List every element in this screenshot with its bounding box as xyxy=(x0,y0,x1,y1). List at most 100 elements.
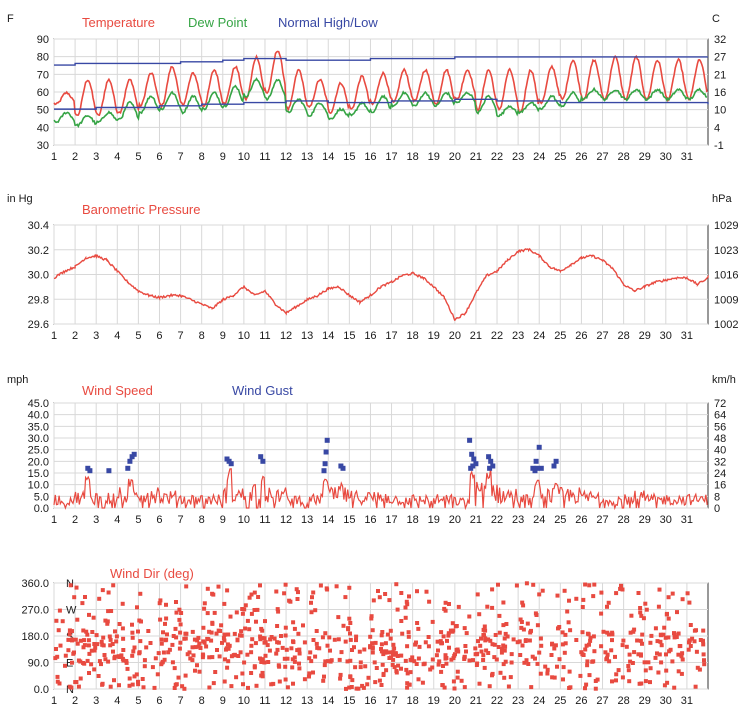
wind-direction-panel: Wind Dir (deg) 1 2 3 4 5 6 7 8 9 10 11 12 13 14 15 16 17… xyxy=(21,566,709,707)
wind-dir-point xyxy=(390,650,395,655)
wind-dir-point xyxy=(82,638,87,643)
wind-dir-point xyxy=(440,641,444,646)
wind-dir-point xyxy=(537,592,542,597)
wind-dir-point xyxy=(592,649,597,654)
wind-dir-point xyxy=(201,625,206,630)
wind-dir-point xyxy=(641,616,646,621)
wind-dir-point xyxy=(400,631,405,636)
wind-dir-point xyxy=(100,642,105,647)
wind-dir-point xyxy=(638,610,643,615)
plot-series xyxy=(53,581,707,691)
y-tick-label-right: 1023 xyxy=(714,245,738,257)
x-tick-label: 5 xyxy=(135,330,141,342)
wind-dir-point xyxy=(92,667,97,672)
wind-dir-point xyxy=(234,675,239,680)
wind-gust-point xyxy=(323,449,329,455)
wind-dir-point xyxy=(583,582,588,587)
x-tick-label: 15 xyxy=(343,514,355,526)
wind-dir-point xyxy=(170,660,175,665)
wind-dir-point xyxy=(399,666,403,671)
wind-dir-point xyxy=(313,608,318,613)
wind-dir-point xyxy=(295,648,300,653)
wind-dir-point xyxy=(436,648,440,653)
wind-dir-point xyxy=(619,583,623,588)
legend-normal-high-low: Normal High/Low xyxy=(278,15,378,30)
wind-dir-point xyxy=(524,658,529,663)
wind-dir-point xyxy=(529,685,534,690)
x-tick-label: 1 xyxy=(51,514,57,526)
wind-dir-point xyxy=(533,656,537,661)
wind-dir-point xyxy=(282,656,287,661)
wind-dir-point xyxy=(140,677,145,681)
wind-dir-point xyxy=(478,643,483,648)
wind-dir-point xyxy=(274,589,279,594)
x-tick-label: 31 xyxy=(681,151,693,163)
wind-dir-point xyxy=(526,662,531,666)
wind-dir-point xyxy=(176,675,181,680)
wind-dir-point xyxy=(127,683,132,688)
wind-dir-point xyxy=(97,596,102,601)
wind-dir-point xyxy=(694,649,699,654)
wind-dir-point xyxy=(693,684,698,689)
x-tick-label: 21 xyxy=(470,330,482,342)
wind-dir-point xyxy=(141,685,146,690)
wind-dir-point xyxy=(553,643,558,648)
wind-dir-point xyxy=(76,684,81,689)
wind-dir-point xyxy=(656,604,661,609)
x-tick-label: 23 xyxy=(512,695,524,707)
wind-dir-point xyxy=(362,647,367,652)
wind-dir-point xyxy=(591,634,596,639)
y-tick-label-right: 1029 xyxy=(714,220,738,232)
wind-dir-point xyxy=(416,626,421,631)
wind-dir-point xyxy=(358,660,363,665)
temperature-panel: F C Temperature Dew Point Normal High/Lo… xyxy=(7,13,726,163)
wind-dir-point xyxy=(616,668,621,673)
wind-dir-point xyxy=(527,638,532,643)
series-line-temperature xyxy=(53,50,708,117)
wind-dir-point xyxy=(326,659,331,664)
wind-dir-point xyxy=(130,630,135,635)
wind-dir-point xyxy=(283,677,288,682)
wind-dir-point xyxy=(243,603,248,608)
wind-dir-point xyxy=(377,678,382,683)
wind-dir-point xyxy=(665,611,669,616)
wind-dir-point xyxy=(434,653,439,658)
wind-dir-point xyxy=(66,637,71,642)
wind-dir-point xyxy=(648,640,653,645)
wind-dir-point xyxy=(377,595,382,600)
wind-dir-point xyxy=(701,628,706,633)
wind-dir-point xyxy=(328,648,332,653)
wind-dir-point xyxy=(488,638,493,643)
wind-dir-point xyxy=(252,665,257,670)
y-tick-label-left: 40 xyxy=(37,122,49,134)
wind-dir-point xyxy=(301,623,305,628)
wind-dir-point xyxy=(467,658,472,663)
wind-dir-point xyxy=(267,648,272,653)
wind-dir-point xyxy=(85,658,90,663)
wind-dir-point xyxy=(235,637,240,642)
wind-dir-point xyxy=(226,646,231,651)
wind-dir-point xyxy=(240,611,245,616)
x-tick-label: 5 xyxy=(135,151,141,163)
wind-dir-point xyxy=(563,632,568,637)
wind-dir-point xyxy=(592,582,597,587)
x-tick-label: 7 xyxy=(178,695,184,707)
wind-dir-point xyxy=(685,591,690,596)
wind-dir-point xyxy=(323,659,328,664)
wind-dir-point xyxy=(222,638,227,643)
wind-dir-point xyxy=(690,636,695,641)
wind-dir-point xyxy=(216,584,221,589)
wind-dir-point xyxy=(159,641,164,646)
wind-dir-point xyxy=(265,643,270,648)
y-tick-label-left: 180.0 xyxy=(21,631,49,643)
y-tick-label-left: 80 xyxy=(37,52,49,64)
wind-dir-point xyxy=(590,659,595,664)
x-tick-label: 15 xyxy=(343,330,355,342)
series-line-wind-speed xyxy=(53,468,708,511)
wind-dir-point xyxy=(347,616,352,621)
wind-dir-point xyxy=(565,609,570,614)
x-tick-label: 1 xyxy=(51,695,57,707)
wind-dir-point xyxy=(388,628,393,633)
wind-dir-point xyxy=(81,645,86,650)
wind-dir-point xyxy=(130,682,135,687)
